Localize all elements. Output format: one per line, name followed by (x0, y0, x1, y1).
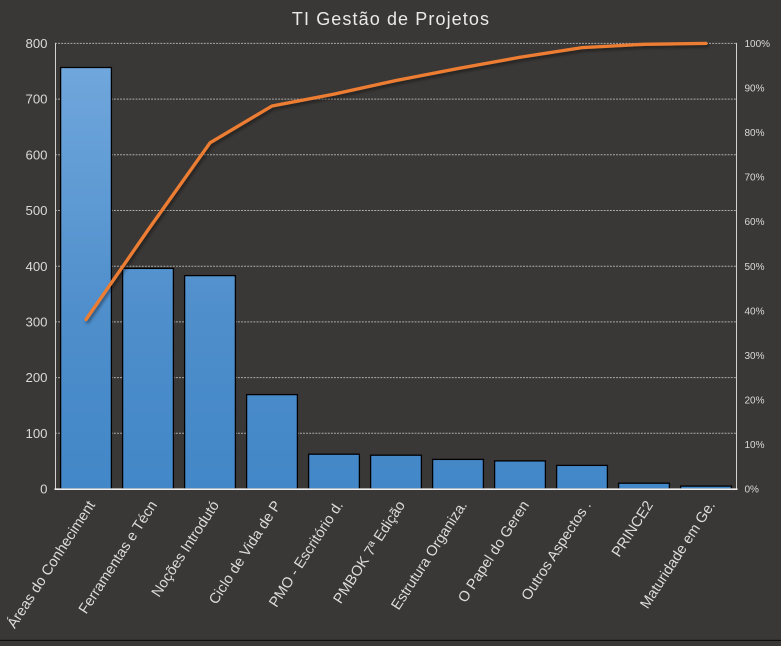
svg-text:800: 800 (25, 36, 47, 51)
svg-text:700: 700 (25, 92, 47, 107)
svg-text:100%: 100% (745, 39, 771, 50)
svg-text:90%: 90% (745, 84, 765, 95)
svg-text:50%: 50% (745, 262, 765, 273)
svg-text:500: 500 (25, 203, 47, 218)
svg-text:60%: 60% (745, 217, 765, 228)
svg-text:0%: 0% (745, 485, 760, 496)
svg-text:600: 600 (25, 147, 47, 162)
svg-text:100: 100 (25, 426, 47, 441)
svg-text:200: 200 (25, 370, 47, 385)
svg-text:70%: 70% (745, 173, 765, 184)
svg-text:30%: 30% (745, 351, 765, 362)
svg-text:20%: 20% (745, 396, 765, 407)
svg-text:40%: 40% (745, 306, 765, 317)
svg-text:300: 300 (25, 315, 47, 330)
svg-text:80%: 80% (745, 128, 765, 139)
svg-text:400: 400 (25, 259, 47, 274)
svg-text:TI Gestão de Projetos: TI Gestão de Projetos (292, 9, 490, 29)
svg-text:0: 0 (40, 482, 47, 497)
svg-text:10%: 10% (745, 440, 765, 451)
